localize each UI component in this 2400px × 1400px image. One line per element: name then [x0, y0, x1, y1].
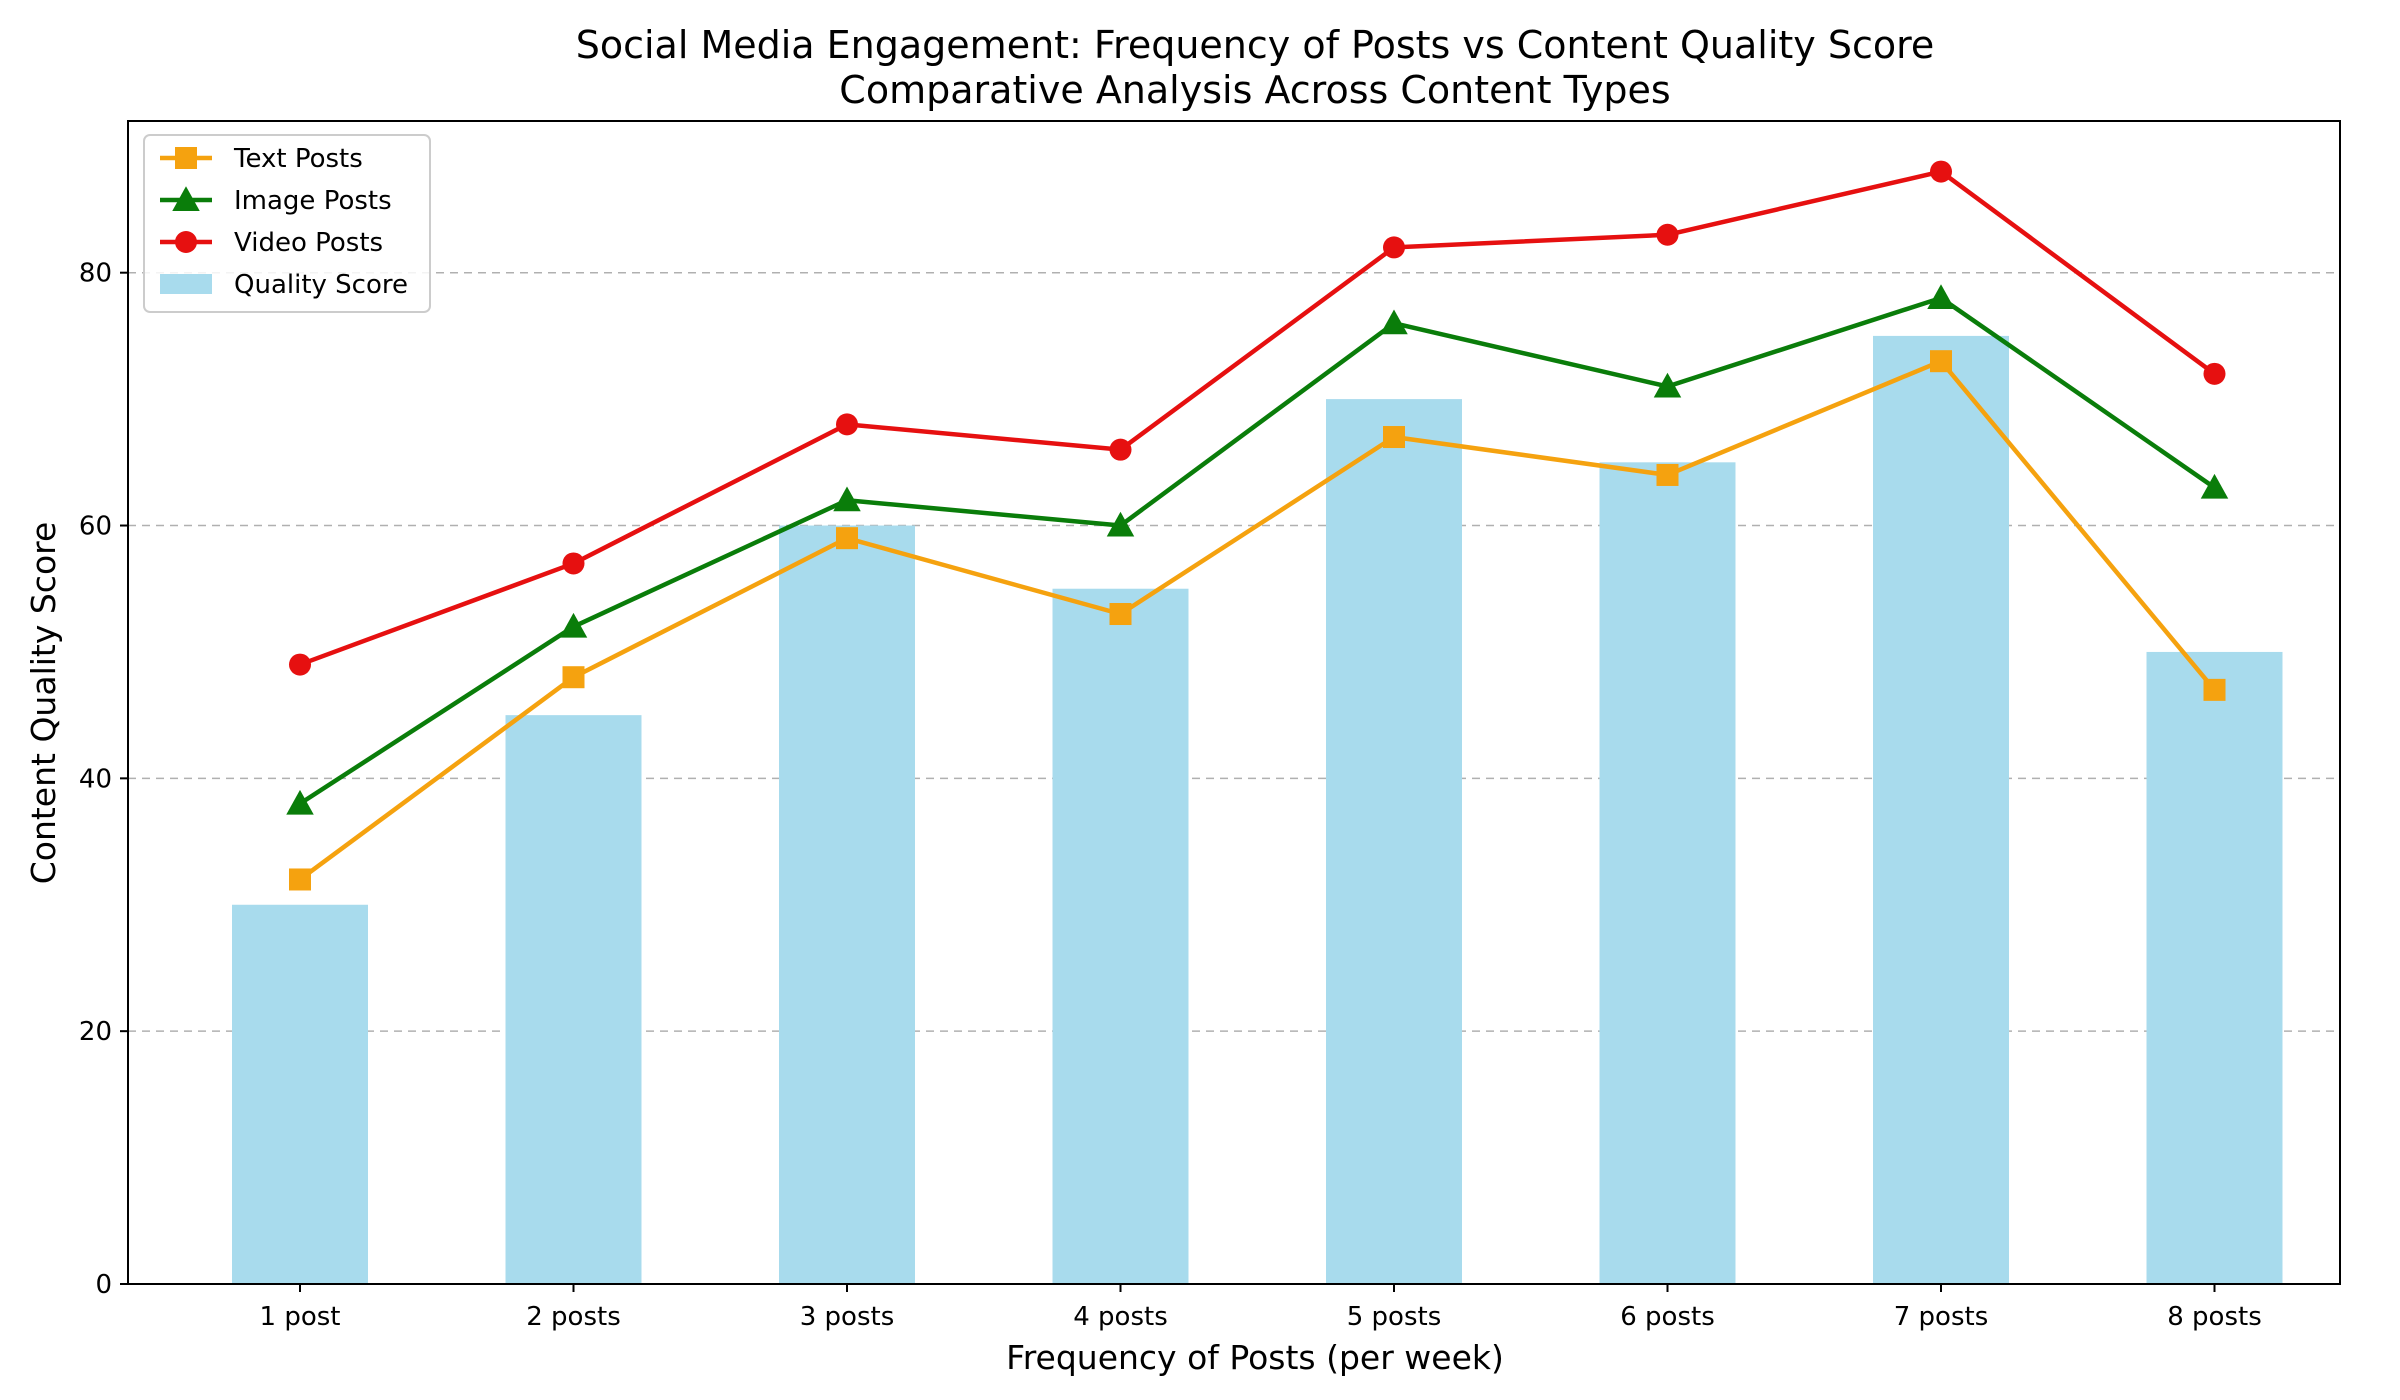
legend-marker-image-posts	[172, 186, 200, 211]
y-tick-label: 0	[95, 1270, 112, 1300]
legend-label-text-posts: Text Posts	[233, 144, 363, 174]
point-video-posts	[562, 552, 585, 575]
point-video-posts	[289, 653, 311, 676]
chart-title: Social Media Engagement: Frequency of Po…	[576, 23, 1935, 67]
quality-score-bars	[232, 335, 2283, 1285]
bar-quality-score	[1052, 588, 1189, 1284]
point-video-posts	[2203, 362, 2226, 385]
legend-box	[143, 134, 431, 313]
legend-label-image-posts: Image Posts	[234, 186, 392, 216]
legend-label-quality-score: Quality Score	[234, 270, 408, 300]
point-image-posts	[1380, 309, 1408, 335]
point-image-posts	[559, 612, 588, 638]
x-tick-label: 6 posts	[1620, 1302, 1715, 1332]
series-image-posts	[286, 284, 2229, 815]
legend-label-video-posts: Video Posts	[234, 228, 383, 258]
point-image-posts	[1653, 372, 1682, 398]
legend-marker-video-posts	[175, 231, 197, 253]
line-video-posts	[299, 169, 2216, 667]
y-tick-label: 60	[79, 512, 112, 542]
y-axis-label: Content Quality Score	[24, 522, 63, 885]
bar-quality-score	[2146, 651, 2283, 1284]
point-text-posts	[289, 868, 311, 891]
point-video-posts	[1383, 236, 1405, 259]
line-text-posts	[298, 358, 2217, 882]
chart-subtitle: Comparative Analysis Across Content Type…	[839, 68, 1670, 112]
x-axis-label: Frequency of Posts (per week)	[1006, 1338, 1504, 1377]
point-image-posts	[2200, 473, 2229, 499]
legend: Text Posts Image Posts Video Posts Quality …	[143, 134, 431, 313]
x-tick-label: 4 posts	[1073, 1302, 1168, 1332]
legend-swatch-quality-score	[160, 274, 212, 294]
grid-lines	[128, 271, 2340, 1032]
point-text-posts	[2203, 678, 2226, 701]
point-text-posts	[1109, 603, 1132, 626]
point-video-posts	[1109, 438, 1132, 461]
x-tick-label: 8 posts	[2167, 1302, 2262, 1332]
series-lines	[286, 160, 2229, 891]
point-text-posts	[1656, 463, 1679, 486]
legend-marker-text-posts	[175, 147, 197, 169]
bar-quality-score	[505, 715, 642, 1284]
x-tick-label: 3 posts	[800, 1302, 895, 1332]
bar-quality-score	[779, 525, 915, 1284]
bar-quality-score	[1599, 462, 1736, 1285]
point-video-posts	[1930, 160, 1952, 183]
point-text-posts	[836, 527, 858, 550]
y-tick-label: 40	[79, 764, 112, 794]
series-video-posts	[289, 160, 2226, 676]
point-image-posts	[833, 486, 861, 512]
x-tick-label: 2 posts	[526, 1302, 621, 1332]
x-tick-label: 7 posts	[1894, 1302, 1989, 1332]
point-video-posts	[836, 413, 858, 436]
point-text-posts	[1383, 426, 1405, 449]
point-image-posts	[1106, 511, 1135, 537]
x-tick-label: 1 post	[260, 1302, 341, 1332]
y-tick-label: 80	[79, 259, 112, 289]
plot-frame	[127, 120, 2341, 1285]
bar-quality-score	[1326, 399, 1462, 1284]
point-video-posts	[1656, 223, 1679, 246]
x-tick-label: 5 posts	[1347, 1302, 1442, 1332]
point-text-posts	[562, 666, 585, 689]
line-image-posts	[298, 295, 2216, 806]
point-text-posts	[1930, 350, 1952, 373]
y-axis-ticks: 0 20 40 60 80	[79, 259, 128, 1300]
point-image-posts	[286, 789, 314, 815]
y-tick-label: 20	[79, 1017, 112, 1047]
point-image-posts	[1927, 284, 1955, 309]
bar-quality-score	[232, 904, 368, 1284]
series-text-posts	[289, 350, 2226, 891]
bar-quality-score	[1873, 335, 2009, 1284]
x-axis-ticks: 1 post 2 posts 3 posts 4 posts 5 posts 6 post…	[260, 1284, 2262, 1332]
